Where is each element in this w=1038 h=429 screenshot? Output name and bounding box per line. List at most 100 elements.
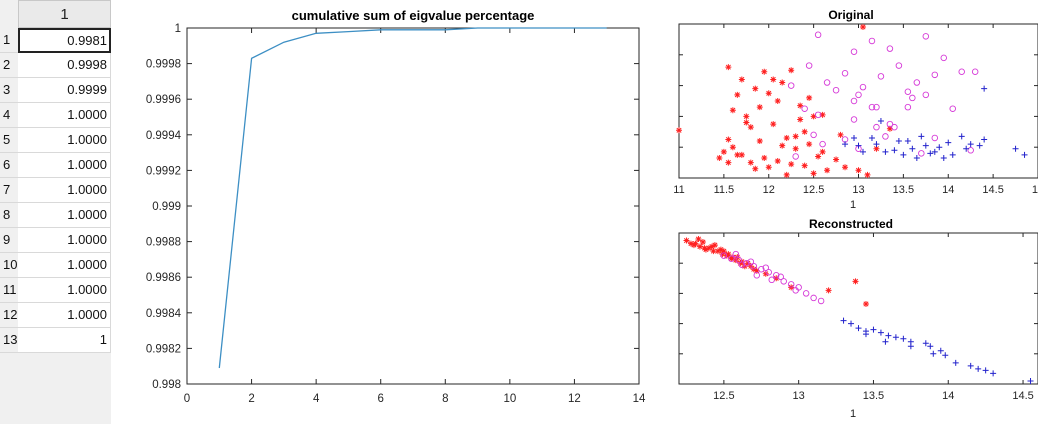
row-index[interactable]: 9	[0, 228, 18, 253]
figure-canvas: cumulative sum of eigvalue percentage 0.…	[146, 8, 1038, 420]
data-point-plus	[877, 329, 884, 336]
data-point-circle	[823, 79, 831, 86]
data-point-plus	[942, 352, 949, 359]
data-point-circle	[810, 131, 817, 139]
data-point-circle	[931, 134, 939, 142]
data-point-plus	[842, 141, 849, 148]
data-point-plus	[877, 118, 884, 125]
column-header[interactable]: 1	[18, 0, 111, 28]
data-point-circle	[873, 103, 880, 111]
data-point-star	[719, 251, 726, 258]
data-point-circle	[895, 62, 903, 69]
data-point-circle	[780, 278, 787, 285]
data-point-circle	[720, 252, 728, 259]
data-point-plus	[913, 154, 920, 161]
data-point-circle	[877, 73, 885, 80]
row-index[interactable]: 3	[0, 78, 18, 103]
x-tick-label: 13.5	[863, 390, 884, 402]
y-tick-label: 0.9984	[146, 308, 182, 320]
table-cell[interactable]: 1.0000	[18, 278, 111, 303]
table-cell[interactable]: 1.0000	[18, 103, 111, 128]
data-point-plus	[851, 134, 858, 141]
data-point-plus	[931, 148, 938, 155]
data-point-circle	[805, 62, 813, 69]
table-cell[interactable]: 0.9999	[18, 78, 111, 103]
data-point-circle	[814, 31, 822, 39]
data-point-circle	[819, 140, 826, 148]
row-index[interactable]: 4	[0, 103, 18, 128]
data-point-circle	[873, 123, 880, 131]
reconstructed-chart-title: Reconstructed	[809, 217, 893, 231]
data-point-plus	[949, 151, 956, 158]
data-point-circle	[922, 33, 930, 40]
data-point-star	[859, 24, 866, 30]
cumsum-chart-title: cumulative sum of eigvalue percentage	[292, 8, 535, 23]
row-index[interactable]: 5	[0, 128, 18, 153]
row-index[interactable]: 10	[0, 253, 18, 278]
data-point-plus	[975, 365, 982, 372]
data-point-star	[801, 162, 808, 169]
table-cell[interactable]: 1.0000	[18, 203, 111, 228]
row-index[interactable]: 13	[0, 328, 18, 353]
data-point-plus	[882, 338, 889, 345]
data-point-plus	[981, 136, 988, 143]
table-cell[interactable]: 1.0000	[18, 253, 111, 278]
data-point-circle	[814, 111, 822, 119]
row-index[interactable]: 8	[0, 203, 18, 228]
table-cell[interactable]: 1.0000	[18, 228, 111, 253]
row-index[interactable]: 6	[0, 153, 18, 178]
data-point-star	[862, 300, 869, 307]
data-point-plus	[922, 340, 929, 347]
data-point-plus	[967, 362, 974, 369]
data-point-plus	[1012, 145, 1019, 152]
table-cell[interactable]: 0.9998	[18, 53, 111, 78]
data-point-circle	[850, 48, 858, 55]
data-point-circle	[738, 261, 746, 268]
data-point-circle	[891, 123, 898, 131]
table-scroll-gap	[111, 0, 120, 424]
data-point-star	[729, 107, 736, 114]
table-cell[interactable]: 1.0000	[18, 153, 111, 178]
data-point-star	[725, 159, 732, 166]
data-point-star	[852, 278, 859, 285]
x-tick-label: 4	[313, 393, 320, 405]
table-cell[interactable]: 1.0000	[18, 128, 111, 153]
row-index[interactable]: 12	[0, 303, 18, 328]
data-point-plus	[1021, 151, 1028, 158]
data-point-star	[720, 148, 727, 155]
x-tick-label: 12	[568, 393, 581, 405]
y-tick-label: 0.998	[152, 379, 181, 391]
data-point-star	[774, 158, 781, 165]
data-point-star	[752, 165, 759, 172]
data-point-circle	[850, 116, 858, 123]
row-index[interactable]: 1	[0, 28, 18, 53]
x-tick-label: 12.5	[713, 390, 734, 402]
data-point-plus	[927, 343, 934, 350]
x-tick-label: 14	[633, 393, 646, 405]
data-point-star	[756, 104, 763, 111]
data-point-circle	[728, 255, 735, 262]
row-index[interactable]: 11	[0, 278, 18, 303]
data-point-plus	[930, 350, 937, 357]
data-point-star	[725, 64, 732, 71]
table-row: 10 1.0000	[0, 253, 120, 278]
table-cell[interactable]: 1	[18, 328, 111, 353]
row-index[interactable]: 2	[0, 53, 18, 78]
data-point-plus	[945, 139, 952, 146]
data-point-circle	[802, 290, 810, 297]
y-tick-label: 0.9994	[146, 130, 182, 142]
data-point-circle	[868, 37, 876, 45]
table-row: 1 0.9981	[0, 28, 120, 53]
data-point-star	[842, 164, 849, 171]
data-point-star	[710, 248, 717, 255]
data-point-star	[810, 113, 817, 120]
data-point-circle	[747, 258, 755, 265]
row-index[interactable]: 7	[0, 178, 18, 203]
data-point-star	[753, 267, 760, 274]
data-point-plus	[882, 148, 889, 155]
table-cell[interactable]: 1.0000	[18, 178, 111, 203]
data-point-star	[696, 243, 703, 250]
table-cell[interactable]: 1.0000	[18, 303, 111, 328]
data-point-circle	[886, 120, 894, 128]
table-cell[interactable]: 0.9981	[18, 28, 111, 53]
